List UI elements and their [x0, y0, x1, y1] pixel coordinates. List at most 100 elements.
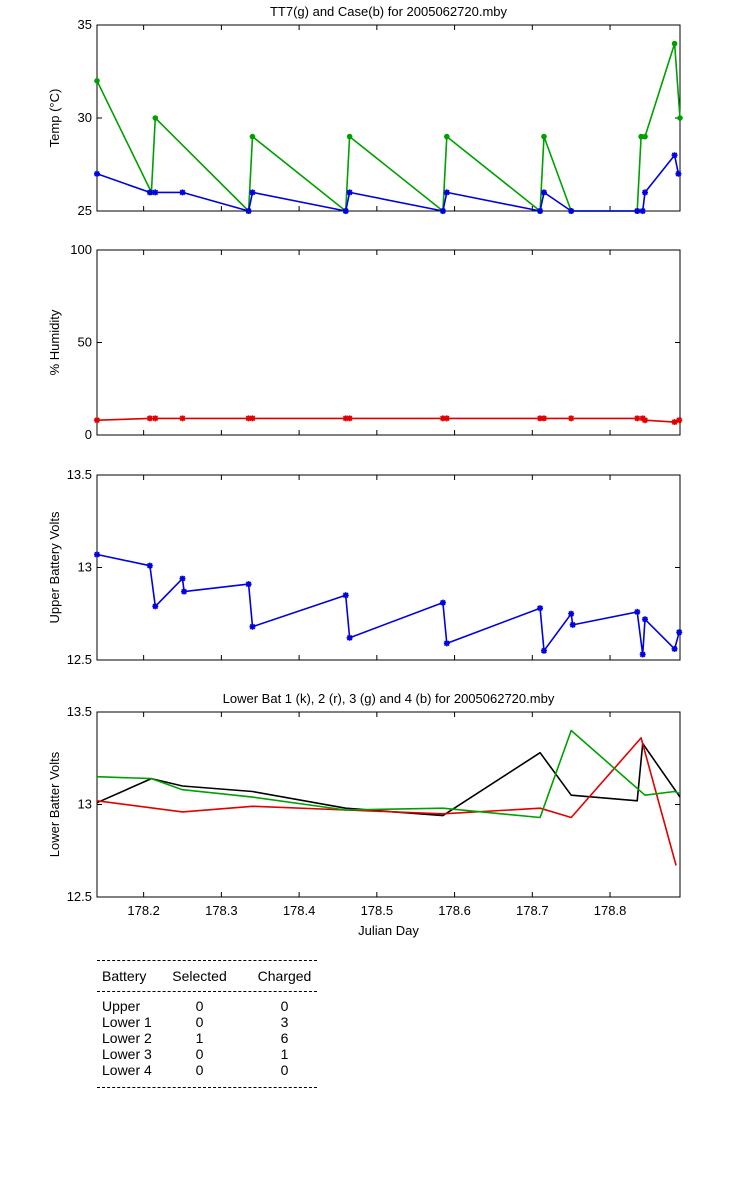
upper-series-0-point: [94, 551, 100, 558]
upper-series-0-point: [634, 608, 641, 615]
temp-series-0-point: [444, 133, 450, 140]
temp-chart: 25 30 35 TT7(g) and Case(b) for 2005062720.…: [47, 4, 683, 218]
row-charged: 3: [280, 1014, 289, 1030]
x-tick-label: 178.2: [127, 903, 160, 918]
y-tick-label: 13: [78, 560, 92, 575]
plot-frame: [96, 474, 681, 661]
humidity-series-0-point: [537, 415, 544, 422]
humidity-series-0-point: [634, 415, 641, 422]
row-battery: Lower 1: [102, 1014, 152, 1030]
humidity-series-0-point: [439, 415, 446, 422]
table-row: Lower 2 1 6: [97, 1030, 317, 1046]
battery-table: Battery Selected Charged Upper 0 0 Lower…: [97, 960, 317, 1088]
humidity-series-0-point: [342, 415, 349, 422]
temp-series-1-point: [537, 208, 544, 214]
row-battery: Lower 2: [102, 1030, 152, 1046]
x-tick-label: 178.3: [205, 903, 238, 918]
upper-chart: 12.5 13 13.5 Upper Battery Volts: [47, 467, 683, 667]
row-charged: 0: [280, 998, 289, 1014]
y-tick-label: 13.5: [67, 704, 92, 719]
upper-series-0-point: [249, 623, 256, 630]
upper-series-0-point: [569, 621, 576, 628]
temp-series-0-point: [677, 115, 683, 121]
y-axis-label: % Humidity: [47, 309, 62, 375]
y-tick-label: 100: [70, 242, 92, 257]
table-header-rule: [97, 991, 317, 992]
upper-series-0-point: [568, 610, 575, 617]
humidity-series-0-point: [346, 415, 353, 422]
upper-series-0-point: [181, 588, 188, 595]
temp-series-0-point: [642, 133, 648, 140]
upper-series-0-point: [146, 562, 153, 569]
header-battery: Battery: [102, 968, 147, 984]
y-tick-label: 13.5: [67, 467, 92, 482]
y-tick-label: 0: [85, 427, 92, 442]
temp-series-1-point: [249, 189, 256, 196]
row-selected: 0: [195, 1014, 204, 1030]
plot-frame: [96, 711, 681, 898]
humidity-series-0-point: [94, 417, 100, 424]
humidity-series-0-point: [245, 415, 252, 422]
humidity-series-0-point: [443, 415, 450, 422]
upper-series-0-point: [671, 645, 678, 652]
y-tick-label: 12.5: [67, 652, 92, 667]
row-selected: 0: [195, 998, 204, 1014]
upper-series-0-point: [642, 616, 649, 623]
temp-series-1-point: [642, 189, 649, 196]
upper-series-0-point: [540, 647, 547, 654]
header-charged: Charged: [257, 968, 312, 984]
y-tick-label: 13: [78, 797, 92, 812]
temp-series-0-point: [249, 133, 256, 140]
humidity-series-0-point: [671, 419, 678, 426]
x-tick-label: 178.4: [283, 903, 316, 918]
temp-series-1-point: [634, 208, 641, 214]
table-row: Lower 1 0 3: [97, 1014, 317, 1030]
x-tick-label: 178.8: [594, 903, 627, 918]
humidity-series-0-point: [642, 417, 649, 424]
header-selected: Selected: [172, 968, 227, 984]
y-axis-label: Lower Batter Volts: [47, 751, 62, 857]
plot-frame: [96, 24, 681, 212]
plot-frame: [96, 249, 681, 436]
row-charged: 1: [280, 1046, 289, 1062]
lower-chart: 12.5 13 13.5 178.2 178.3 178.4 178.5 178.6 178.7…: [47, 691, 681, 938]
row-selected: 0: [195, 1062, 204, 1078]
temp-series-0-point: [541, 133, 547, 140]
temp-series-0-point: [152, 115, 159, 121]
temp-series-1-point: [179, 189, 186, 196]
temp-series-1-point: [146, 189, 153, 196]
upper-series-0-point: [342, 592, 349, 599]
humidity-series-0-point: [540, 415, 547, 422]
upper-series-0-point: [537, 605, 544, 612]
humidity-series-0-point: [146, 415, 153, 422]
table-row: Lower 4 0 0: [97, 1062, 317, 1078]
chart-title: TT7(g) and Case(b) for 2005062720.mby: [270, 4, 508, 19]
y-axis-label: Temp (°C): [47, 89, 62, 148]
upper-series-0-point: [439, 599, 446, 606]
humidity-series-0-point: [152, 415, 159, 422]
upper-series-0-point: [179, 575, 186, 582]
y-tick-label: 12.5: [67, 889, 92, 904]
row-selected: 0: [195, 1046, 204, 1062]
temp-series-1-point: [540, 189, 547, 196]
x-axis-label: Julian Day: [358, 923, 419, 938]
temp-series-1-point: [439, 208, 446, 214]
row-selected: 1: [195, 1030, 204, 1046]
y-tick-label: 50: [78, 335, 92, 350]
y-axis-label: Upper Battery Volts: [47, 511, 62, 623]
humidity-series-0-point: [568, 415, 575, 422]
temp-series-1-point: [346, 189, 353, 196]
temp-series-1-point: [443, 189, 450, 196]
temp-series-1-point: [245, 208, 252, 214]
y-tick-label: 30: [78, 110, 92, 125]
temp-series-1-point: [342, 208, 349, 214]
lower-series-1-line: [96, 737, 677, 866]
temp-series-1-point: [568, 208, 575, 214]
humidity-chart: 0 50 100 % Humidity: [47, 242, 683, 442]
row-charged: 0: [280, 1062, 289, 1078]
temp-series-1-point: [675, 170, 682, 177]
upper-series-0-point: [245, 581, 252, 588]
temp-series-1-point: [639, 208, 646, 214]
temp-series-1-line: [96, 154, 680, 212]
